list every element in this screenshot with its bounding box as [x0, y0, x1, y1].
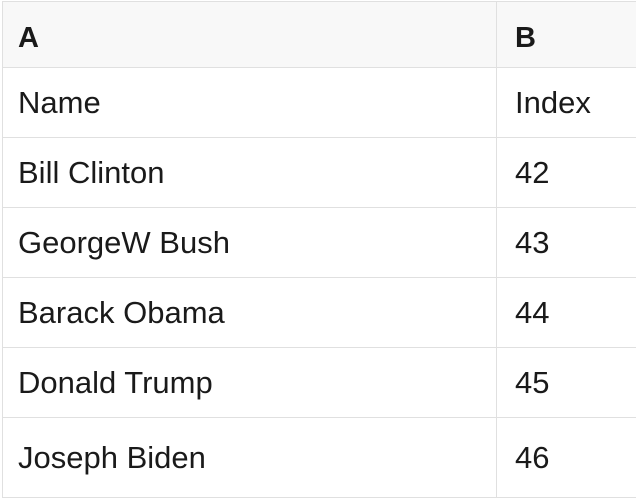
table-row: Name Index: [3, 68, 636, 138]
table-cell[interactable]: Index: [515, 85, 591, 120]
table-cell[interactable]: 42: [515, 155, 550, 190]
table-row: Joseph Biden 46: [3, 418, 636, 498]
table-cell[interactable]: GeorgeW Bush: [3, 208, 497, 277]
column-header-row: A B: [3, 2, 636, 68]
table-row: Barack Obama 44: [3, 278, 636, 348]
table-row: Bill Clinton 42: [3, 138, 636, 208]
table-cell[interactable]: Joseph Biden: [3, 418, 497, 497]
table-cell[interactable]: 43: [515, 225, 550, 260]
table-cell[interactable]: 46: [515, 440, 550, 475]
table-cell[interactable]: Name: [3, 68, 497, 137]
table-body: Name Index Bill Clinton 42 GeorgeW Bush 43 Bar…: [3, 68, 636, 498]
table-row: Donald Trump 45: [3, 348, 636, 418]
table-cell[interactable]: 45: [515, 365, 550, 400]
table-cell[interactable]: 44: [515, 295, 550, 330]
table-cell[interactable]: Bill Clinton: [3, 138, 497, 207]
column-header-b[interactable]: B: [515, 21, 536, 54]
column-header-a[interactable]: A: [3, 2, 497, 67]
table-cell[interactable]: Donald Trump: [3, 348, 497, 417]
table-cell[interactable]: Barack Obama: [3, 278, 497, 347]
table-row: GeorgeW Bush 43: [3, 208, 636, 278]
